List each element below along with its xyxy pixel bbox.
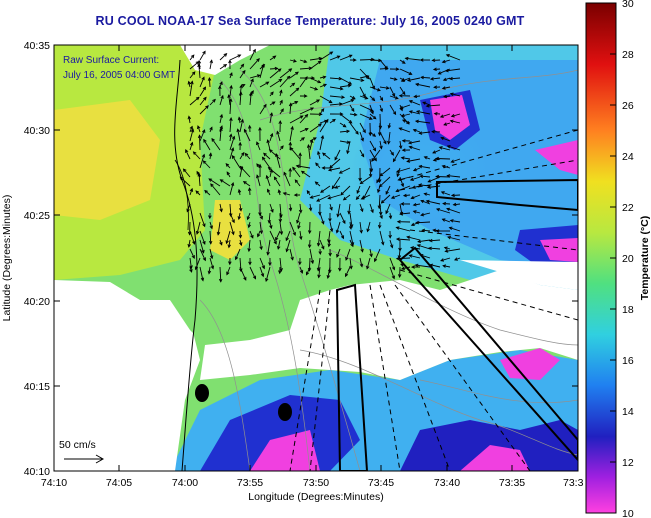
x-tick-label: 74:00 bbox=[172, 477, 198, 489]
y-tick-label: 40:30 bbox=[24, 125, 50, 137]
y-tick-label: 40:15 bbox=[24, 381, 50, 393]
colorbar-tick: 30 bbox=[622, 0, 634, 10]
current-label-line1: Raw Surface Current: bbox=[63, 55, 159, 66]
station-marker bbox=[195, 384, 209, 402]
colorbar-label: Temperature (°C) bbox=[639, 216, 651, 301]
scale-arrow bbox=[64, 454, 105, 464]
x-tick-label: 73:50 bbox=[303, 477, 329, 489]
colorbar-tick: 16 bbox=[622, 355, 634, 367]
colorbar: 30 28 26 24 22 20 18 16 14 12 10 Tempera… bbox=[585, 0, 651, 518]
map-title: RU COOL NOAA-17 Sea Surface Temperature:… bbox=[95, 14, 525, 28]
colorbar-tick: 14 bbox=[622, 406, 634, 418]
x-axis-label: Longitude (Degrees:Minutes) bbox=[248, 491, 383, 503]
colorbar-tick: 24 bbox=[622, 151, 634, 163]
colorbar-tick: 10 bbox=[622, 508, 634, 518]
x-tick-label: 74:05 bbox=[106, 477, 132, 489]
x-axis: 74:10 74:05 74:00 73:55 73:50 73:45 73:4… bbox=[41, 45, 584, 489]
y-tick-label: 40:10 bbox=[24, 466, 50, 478]
colorbar-tick: 20 bbox=[622, 253, 634, 265]
colorbar-tick: 12 bbox=[622, 457, 634, 469]
x-tick-label: 73:55 bbox=[237, 477, 263, 489]
scale-label: 50 cm/s bbox=[59, 439, 96, 451]
x-tick-label: 73:45 bbox=[368, 477, 394, 489]
x-tick-label: 73:3 bbox=[563, 477, 584, 489]
colorbar-tick: 26 bbox=[622, 100, 634, 112]
current-label-line2: July 16, 2005 04:00 GMT bbox=[63, 70, 175, 81]
x-tick-label: 73:35 bbox=[499, 477, 525, 489]
current-vectors bbox=[179, 48, 461, 283]
colorbar-tick: 22 bbox=[622, 202, 634, 214]
colorbar-tick: 18 bbox=[622, 304, 634, 316]
x-tick-label: 74:10 bbox=[41, 477, 67, 489]
colorbar-tick: 28 bbox=[622, 49, 634, 61]
y-tick-label: 40:35 bbox=[24, 40, 50, 52]
y-axis-label: Latitude (Degrees:Minutes) bbox=[1, 195, 13, 322]
y-axis: 40:35 40:30 40:25 40:20 40:15 40:10 bbox=[24, 40, 578, 478]
y-tick-label: 40:20 bbox=[24, 296, 50, 308]
station-marker bbox=[278, 403, 292, 421]
y-tick-label: 40:25 bbox=[24, 210, 50, 222]
sst-field bbox=[54, 45, 578, 471]
x-tick-label: 73:40 bbox=[434, 477, 460, 489]
